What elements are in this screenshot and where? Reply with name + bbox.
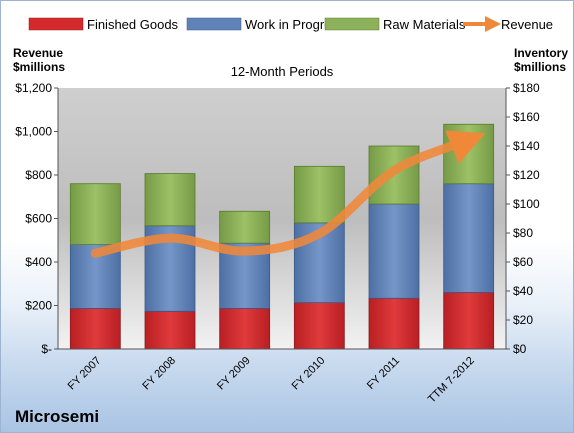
bar-raw-materials	[144, 173, 196, 227]
legend-swatch-finished-goods	[28, 17, 84, 31]
bar-finished-goods	[144, 310, 196, 350]
legend-label-finished-goods: Finished Goods	[87, 17, 179, 32]
category-label: FY 2009	[215, 355, 253, 393]
bar-finished-goods	[293, 302, 345, 350]
right-tick-label: $160	[513, 110, 540, 124]
left-axis-ticks: $- $200 $400 $600 $800 $1,000 $1,200	[15, 81, 58, 356]
bar-work-in-progress	[443, 183, 495, 293]
left-tick-label: $400	[25, 255, 52, 269]
right-tick-label: $0	[513, 342, 527, 356]
left-axis-title-line1: Revenue	[13, 46, 63, 60]
left-tick-label: $1,000	[15, 125, 52, 139]
left-tick-label: $1,200	[15, 81, 52, 95]
legend: Finished Goods Work in Progress Raw Mate…	[28, 16, 553, 32]
revenue-line-layer	[90, 130, 486, 258]
right-tick-label: $60	[513, 255, 533, 269]
right-tick-label: $140	[513, 139, 540, 153]
chart-subtitle: 12-Month Periods	[231, 64, 334, 79]
category-label: TTM 7-2012	[426, 355, 477, 406]
legend-label-work-in-progress: Work in Progress	[245, 17, 345, 32]
revenue-line	[90, 130, 486, 258]
right-tick-label: $100	[513, 197, 540, 211]
bar-finished-goods	[69, 307, 121, 350]
bar-raw-materials	[69, 183, 121, 245]
right-tick-label: $120	[513, 168, 540, 182]
left-tick-label: $600	[25, 212, 52, 226]
category-label: FY 2011	[365, 355, 402, 392]
left-tick-label: $200	[25, 299, 52, 313]
category-label: FY 2008	[140, 355, 178, 393]
left-tick-label: $800	[25, 168, 52, 182]
category-label: FY 2010	[290, 355, 328, 393]
company-name: Microsemi	[15, 407, 99, 426]
right-tick-label: $80	[513, 226, 533, 240]
left-tick-label: $-	[41, 342, 52, 356]
right-axis-ticks: $0 $20 $40 $60 $80 $100 $120 $140 $160 $180	[506, 81, 540, 356]
left-axis-title-line2: $millions	[13, 60, 65, 74]
bar-finished-goods	[219, 307, 271, 350]
plot-area	[58, 88, 506, 349]
bar-raw-materials	[443, 123, 495, 185]
bar-raw-materials	[293, 165, 345, 224]
right-tick-label: $20	[513, 313, 533, 327]
legend-label-raw-materials: Raw Materials	[383, 17, 466, 32]
bar-finished-goods	[443, 292, 495, 350]
right-axis-title-line2: $millions	[514, 60, 566, 74]
bar-work-in-progress	[368, 203, 420, 299]
legend-swatch-raw-materials	[324, 17, 380, 31]
bar-finished-goods	[368, 297, 420, 350]
right-axis-title-line1: Inventory	[514, 46, 568, 60]
category-label: FY 2007	[66, 355, 104, 393]
right-tick-label: $180	[513, 81, 540, 95]
legend-swatch-work-in-progress	[186, 17, 242, 31]
bar-raw-materials	[219, 210, 271, 244]
category-labels: FY 2007 FY 2008 FY 2009 FY 2010 FY 2011 TTM 7…	[66, 355, 477, 406]
legend-label-revenue: Revenue	[501, 17, 553, 32]
right-tick-label: $40	[513, 284, 533, 298]
